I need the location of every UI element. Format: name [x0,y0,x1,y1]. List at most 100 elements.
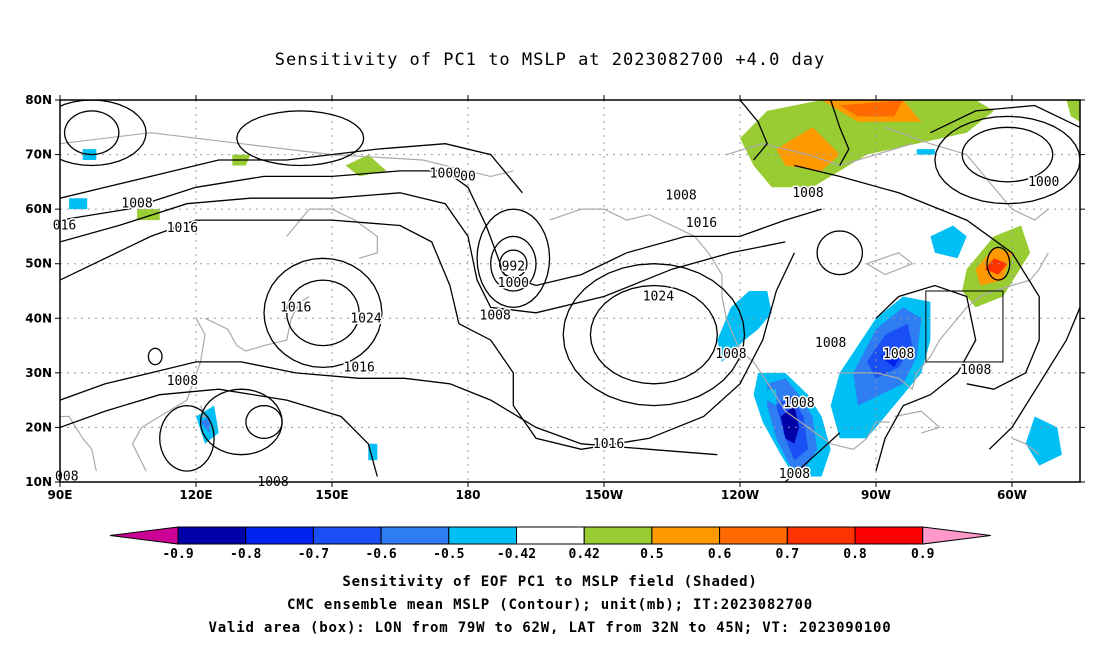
shade-region [839,100,904,117]
colorbar-high-arrow [922,526,991,545]
mslp-isobar [236,110,365,167]
caption-line-1: Sensitivity of EOF PC1 to MSLP field (Sh… [342,574,758,590]
mslp-isobar [263,257,383,369]
axis-ticks [55,95,1085,487]
mslp-isobar [245,404,283,439]
contour-label: 1008 [715,347,746,362]
mslp-isobar [199,388,283,456]
mslp-isobar [60,192,786,314]
mslp-isobar [988,307,1080,450]
shade-region [717,291,772,362]
longitude-label: 60W [997,488,1027,502]
colorbar-segment [651,526,721,545]
longitude-label: 150W [585,488,623,502]
mslp-isobar [60,170,822,287]
contour-label: 1008 [883,347,914,362]
colorbar-label: 0.9 [911,547,934,562]
mslp-isobar [60,219,795,450]
colorbar-segment [380,526,450,545]
colorbar-labels: -0.9 -0.8 -0.7 -0.6 -0.5 -0.42 0.42 0.5 0.6 0.7 0.… [162,547,934,562]
colorbar-segment [177,526,247,545]
longitude-label: 90W [861,488,891,502]
shade-region [984,258,1008,275]
contour-label: 1016 [167,221,198,236]
colorbar-label: 0.7 [776,547,799,562]
sensitivity-shading [69,100,1080,477]
contour-label: 1000 [430,167,461,182]
mslp-isobar [147,347,163,366]
colorbar-segment [583,526,653,545]
contour-label: 1008 [665,189,696,204]
coastline [866,252,914,276]
latitude-label: 70N [25,148,52,162]
mslp-isobar [961,126,1054,183]
longitude-label: 90E [48,488,73,502]
latitude-label: 60N [25,202,52,216]
colorbar-label: 0.5 [640,547,663,562]
contour-label: 1016 [280,300,311,315]
map-title: Sensitivity of PC1 to MSLP at 2023082700… [274,50,826,70]
latitude-labels: 80N 70N 60N 50N 40N 30N 20N 10N [25,93,52,489]
colorbar-label: -0.6 [365,547,396,562]
latitude-label: 20N [25,420,52,434]
shade-region [916,149,935,155]
contour-label: 1008 [480,309,511,324]
mslp-isobar [159,404,215,472]
mslp-isobar [476,208,551,309]
map-frame [59,99,1081,483]
colorbar-label: 0.6 [708,547,732,562]
contour-label: 1008 [783,396,814,411]
shade-region [880,345,904,368]
mslp-contours [60,100,1080,482]
shade-region [1066,100,1080,122]
colorbar-segment [245,526,314,545]
shade-region [1025,416,1062,466]
contour-label: 1024 [643,289,674,304]
contour-label: 1000 [1028,175,1059,190]
contour-label: 1008 [960,363,991,378]
contour-label: 1008 [779,467,810,482]
mslp-isobar [784,432,841,482]
longitude-labels: 90E 120E 150E 180 150W 120W 90W 60W [48,488,1027,502]
contour-label: 00 [460,169,476,184]
mslp-isobar [930,104,1080,134]
colorbar [109,526,991,545]
mslp-isobar [816,230,864,276]
longitude-label: 150E [315,488,348,502]
mslp-isobar [490,235,537,292]
colorbar-low-arrow [109,526,179,545]
coastline [839,252,1049,391]
coastline [131,318,206,472]
latitude-label: 50N [25,257,52,271]
caption-line-3: Valid area (box): LON from 79W to 62W, L… [208,620,892,636]
latitude-label: 10N [25,475,52,489]
colorbar-label: 0.8 [843,547,867,562]
contour-label: 1008 [167,374,198,389]
contour-label: 016 [53,219,76,234]
shade-region [345,154,387,177]
colorbar-label: -0.9 [162,547,193,562]
mslp-isobar [830,100,850,166]
map-area [60,100,1080,482]
mslp-isobar [794,164,1040,390]
longitude-label: 120E [179,488,212,502]
shade-region [780,405,799,444]
latitude-label: 30N [25,366,52,380]
contour-label: 1016 [686,216,717,231]
colorbar-label: -0.8 [230,547,261,562]
mslp-isobar [63,110,120,156]
coastline [726,143,913,167]
contour-label: 1016 [344,360,375,375]
mslp-isobar [589,284,718,385]
mslp-isobar [875,284,977,472]
contour-label: 1024 [350,311,381,326]
valid-area-box [925,290,1004,363]
coastline [286,208,378,259]
colorbar-label: -0.7 [298,547,329,562]
colorbar-label: -0.5 [433,547,464,562]
longitude-label: 120W [721,488,759,502]
colorbar-segment [786,526,856,545]
contour-label: 1000 [498,276,529,291]
mslp-isobar [562,263,746,407]
